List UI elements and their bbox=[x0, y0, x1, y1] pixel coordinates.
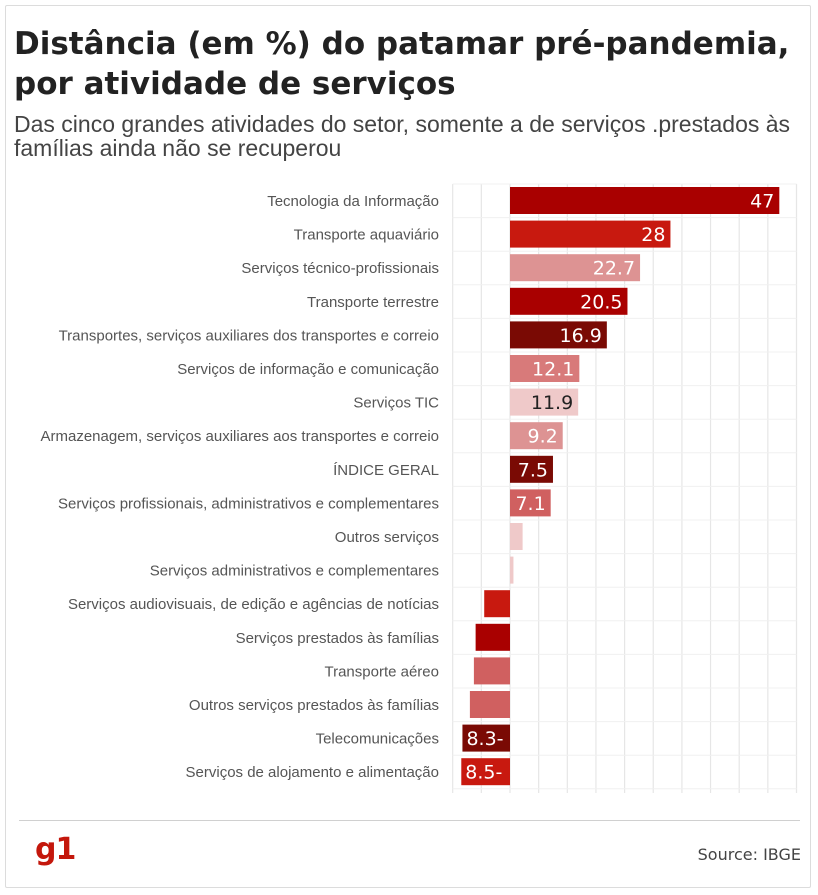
category-label: Serviços TIC bbox=[353, 395, 439, 412]
data-label: 22.7 bbox=[593, 258, 635, 280]
data-label: 9.2 bbox=[527, 426, 557, 448]
bar bbox=[510, 455, 553, 483]
gridlines bbox=[452, 183, 798, 793]
bar bbox=[510, 388, 579, 416]
bar bbox=[510, 287, 628, 315]
chart-subtitle: Das cinco grandes atividades do setor, s… bbox=[14, 111, 791, 161]
chart-card bbox=[5, 5, 811, 888]
data-label: 7.5 bbox=[518, 459, 548, 481]
g1-logo: g1 bbox=[35, 832, 76, 867]
bar bbox=[510, 523, 523, 550]
category-label: ÍNDICE GERAL bbox=[333, 462, 439, 479]
category-label: Transporte aquaviário bbox=[294, 227, 439, 244]
category-label: Transportes, serviços auxiliares dos tra… bbox=[59, 327, 439, 344]
bar bbox=[510, 321, 607, 349]
bar bbox=[475, 623, 510, 651]
data-label: 8.3- bbox=[466, 728, 503, 750]
category-label: Transporte terrestre bbox=[307, 294, 439, 311]
category-label: Serviços prestados às famílias bbox=[236, 630, 439, 647]
category-label: Transporte aéreo bbox=[324, 663, 439, 680]
chart-title: Distância (em %) do patamar pré-pandemia… bbox=[14, 26, 790, 102]
category-label: Serviços administrativos e complementare… bbox=[150, 563, 439, 580]
data-label: 16.9 bbox=[560, 325, 602, 347]
category-label: Armazenagem, serviços auxiliares aos tra… bbox=[40, 428, 439, 445]
source-note: Source: IBGE bbox=[697, 845, 801, 864]
category-label: Serviços audiovisuais, de edição e agênc… bbox=[68, 596, 439, 613]
bar bbox=[469, 691, 510, 718]
bar bbox=[510, 254, 641, 282]
bar bbox=[473, 657, 510, 685]
footer-divider bbox=[19, 820, 800, 821]
bar bbox=[461, 758, 510, 786]
category-label: Outros serviços prestados às famílias bbox=[189, 697, 439, 714]
data-label: 11.9 bbox=[531, 392, 573, 414]
data-label: 47 bbox=[750, 191, 774, 213]
bar-chart: 47 28 22.7 20.5 16.9 12.1 11.9 9.2 7.5 7.1 8.3- 8.5… bbox=[40, 183, 798, 793]
bar bbox=[510, 220, 671, 248]
data-label: 28 bbox=[641, 224, 665, 246]
data-label: 12.1 bbox=[532, 359, 574, 381]
category-label: Telecomunicações bbox=[316, 731, 439, 748]
bar bbox=[510, 355, 580, 382]
data-label: 7.1 bbox=[515, 493, 545, 515]
category-label: Outros serviços bbox=[335, 529, 439, 546]
data-label: 20.5 bbox=[580, 291, 622, 313]
data-label: 8.5- bbox=[465, 762, 502, 784]
bars: 47 28 22.7 20.5 16.9 12.1 11.9 9.2 7.5 7.1 8.3- 8.5… bbox=[461, 187, 780, 786]
bar bbox=[510, 556, 514, 584]
bar bbox=[510, 422, 563, 450]
category-label: Serviços profissionais, administrativos … bbox=[58, 495, 439, 512]
category-labels: Tecnologia da Informação Transporte aquav… bbox=[40, 193, 439, 781]
bar bbox=[510, 187, 780, 214]
category-label: Serviços de alojamento e alimentação bbox=[186, 764, 439, 781]
bar bbox=[484, 590, 510, 618]
bar bbox=[462, 724, 510, 752]
bar bbox=[510, 489, 551, 517]
category-label: Serviços técnico-profissionais bbox=[241, 260, 439, 277]
category-label: Serviços de informação e comunicação bbox=[177, 361, 439, 378]
category-label: Tecnologia da Informação bbox=[267, 193, 439, 210]
